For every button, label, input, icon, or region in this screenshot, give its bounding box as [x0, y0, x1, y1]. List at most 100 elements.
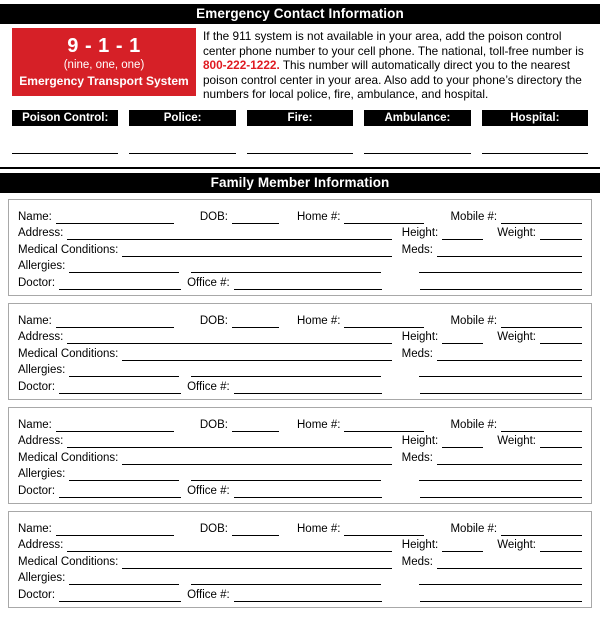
- field-input-meds[interactable]: [437, 349, 582, 361]
- field-input-home-number[interactable]: [344, 420, 425, 432]
- field-input-dob[interactable]: [232, 212, 279, 224]
- write-in-line-police[interactable]: [129, 140, 236, 154]
- field-label-address: Address:: [18, 227, 64, 239]
- field-label-meds: Meds:: [401, 243, 433, 256]
- field-label-allergies: Allergies:: [18, 468, 66, 480]
- field-input-weight[interactable]: [540, 436, 582, 448]
- field-input-meds-continued-1[interactable]: [419, 261, 582, 273]
- nine-one-one-spelled: (nine, one, one): [63, 59, 145, 71]
- field-input-meds-continued-1[interactable]: [419, 469, 582, 481]
- field-input-dob[interactable]: [232, 316, 279, 328]
- field-input-doctor[interactable]: [59, 590, 182, 602]
- field-input-home-number[interactable]: [344, 524, 425, 536]
- field-label-height: Height:: [401, 331, 439, 343]
- service-label-fire: Fire:: [246, 110, 354, 126]
- field-input-weight[interactable]: [540, 332, 582, 344]
- field-input-dob[interactable]: [232, 524, 279, 536]
- field-label-medical-conditions: Medical Conditions:: [18, 243, 119, 256]
- field-input-meds[interactable]: [437, 245, 582, 257]
- field-input-height[interactable]: [442, 540, 484, 552]
- field-input-name[interactable]: [55, 212, 174, 224]
- service-label-bar-row: Poison Control: Police: Fire: Ambulance:…: [12, 110, 589, 126]
- field-label-office-number: Office #:: [187, 588, 230, 601]
- field-input-allergies-continued[interactable]: [191, 365, 382, 377]
- field-input-weight[interactable]: [540, 540, 582, 552]
- field-input-office-number[interactable]: [233, 278, 382, 290]
- field-input-name[interactable]: [55, 420, 174, 432]
- record-row-medical-conditions: Medical Conditions: Meds:: [18, 552, 582, 569]
- field-input-office-number[interactable]: [233, 382, 382, 394]
- field-input-meds-continued-2[interactable]: [419, 382, 582, 394]
- field-input-meds-continued-1[interactable]: [419, 365, 582, 377]
- field-input-height[interactable]: [442, 436, 484, 448]
- field-input-medical-conditions[interactable]: [122, 245, 392, 257]
- field-input-doctor[interactable]: [59, 278, 182, 290]
- field-input-office-number[interactable]: [233, 590, 382, 602]
- field-input-address[interactable]: [67, 436, 392, 448]
- field-label-medical-conditions: Medical Conditions:: [18, 555, 119, 568]
- field-input-home-number[interactable]: [344, 212, 425, 224]
- field-input-meds-continued-1[interactable]: [419, 573, 582, 585]
- field-label-medical-conditions: Medical Conditions:: [18, 347, 119, 360]
- field-input-allergies[interactable]: [69, 469, 180, 481]
- family-member-record: Name: DOB: Home #: Mobile #: Address: He…: [8, 407, 592, 504]
- field-input-name[interactable]: [55, 316, 174, 328]
- field-input-allergies-continued[interactable]: [191, 261, 382, 273]
- field-input-meds-continued-2[interactable]: [419, 278, 582, 290]
- section-header-emergency-contact: Emergency Contact Information: [0, 4, 600, 24]
- field-input-allergies-continued[interactable]: [191, 469, 382, 481]
- family-member-record: Name: DOB: Home #: Mobile #: Address: He…: [8, 511, 592, 608]
- field-input-dob[interactable]: [232, 420, 279, 432]
- write-in-line-poison-control[interactable]: [12, 140, 119, 154]
- poison-control-instructions: If the 911 system is not available in yo…: [203, 29, 595, 102]
- intro-text-part-2: This number will automatically direct yo…: [203, 58, 582, 102]
- field-input-doctor[interactable]: [59, 382, 182, 394]
- field-input-medical-conditions[interactable]: [122, 453, 392, 465]
- section-divider-rule: [0, 167, 600, 169]
- field-input-allergies[interactable]: [69, 573, 180, 585]
- field-input-home-number[interactable]: [344, 316, 425, 328]
- field-label-dob: DOB:: [199, 210, 228, 223]
- field-input-height[interactable]: [442, 228, 484, 240]
- field-input-meds[interactable]: [437, 557, 582, 569]
- field-label-office-number: Office #:: [187, 276, 230, 289]
- field-input-mobile-number[interactable]: [501, 212, 582, 224]
- record-row-doctor: Doctor: Office #:: [18, 585, 582, 602]
- record-row-allergies: Allergies:: [18, 257, 582, 273]
- field-label-mobile-number: Mobile #:: [450, 522, 498, 535]
- field-input-allergies[interactable]: [69, 261, 180, 273]
- write-in-line-fire[interactable]: [246, 140, 354, 154]
- nine-one-one-callout: 9 - 1 - 1 (nine, one, one) Emergency Tra…: [12, 28, 196, 96]
- field-input-weight[interactable]: [540, 228, 582, 240]
- field-input-height[interactable]: [442, 332, 484, 344]
- field-input-address[interactable]: [67, 540, 392, 552]
- field-label-height: Height:: [401, 539, 439, 551]
- field-input-mobile-number[interactable]: [501, 420, 582, 432]
- field-label-weight: Weight:: [497, 435, 536, 447]
- field-input-allergies-continued[interactable]: [191, 573, 382, 585]
- write-in-line-ambulance[interactable]: [364, 140, 471, 154]
- nine-one-one-number: 9 - 1 - 1: [67, 35, 141, 57]
- field-label-dob: DOB:: [199, 418, 228, 431]
- field-input-meds[interactable]: [437, 453, 582, 465]
- field-input-address[interactable]: [67, 228, 392, 240]
- field-label-name: Name:: [18, 210, 52, 223]
- field-input-meds-continued-2[interactable]: [419, 486, 582, 498]
- write-in-line-hospital[interactable]: [481, 140, 589, 154]
- field-input-name[interactable]: [55, 524, 174, 536]
- poison-control-phone-number: 800-222-1222.: [203, 58, 280, 73]
- field-input-meds-continued-2[interactable]: [419, 590, 582, 602]
- field-label-office-number: Office #:: [187, 380, 230, 393]
- field-input-office-number[interactable]: [233, 486, 382, 498]
- record-row-identity: Name: DOB: Home #: Mobile #:: [18, 519, 582, 536]
- field-input-medical-conditions[interactable]: [122, 557, 392, 569]
- section-header-family-member: Family Member Information: [0, 173, 600, 193]
- field-input-medical-conditions[interactable]: [122, 349, 392, 361]
- field-input-mobile-number[interactable]: [501, 316, 582, 328]
- field-input-address[interactable]: [67, 332, 392, 344]
- field-input-doctor[interactable]: [59, 486, 182, 498]
- field-input-allergies[interactable]: [69, 365, 180, 377]
- field-input-mobile-number[interactable]: [501, 524, 582, 536]
- intro-text-part-1: If the 911 system is not available in yo…: [203, 29, 584, 58]
- service-label-hospital: Hospital:: [481, 110, 589, 126]
